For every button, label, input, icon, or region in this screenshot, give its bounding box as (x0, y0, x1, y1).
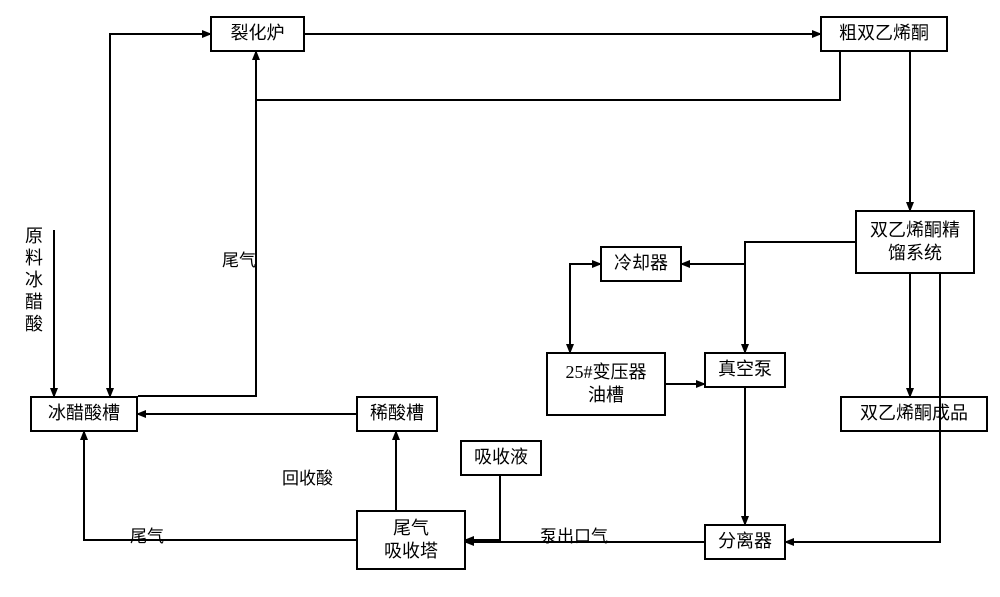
edge (138, 52, 256, 396)
node-separator: 分离器 (704, 524, 786, 560)
node-label: 稀酸槽 (370, 402, 424, 425)
label-recovered-acid: 回收酸 (282, 464, 333, 489)
edge (745, 242, 855, 352)
node-label: 吸收液 (474, 446, 528, 469)
label-tailgas-lower: 尾气 (130, 522, 164, 547)
node-label: 分离器 (718, 530, 772, 553)
node-acid-tank: 冰醋酸槽 (30, 396, 138, 432)
node-label: 冰醋酸槽 (48, 402, 120, 425)
node-vacuum: 真空泵 (704, 352, 786, 388)
node-liquid: 吸收液 (460, 440, 542, 476)
node-cooler: 冷却器 (600, 246, 682, 282)
label-pump-outlet-gas: 泵出口气 (540, 522, 608, 547)
edge (682, 264, 745, 352)
node-label: 25#变压器油槽 (566, 361, 647, 408)
connector-layer (0, 0, 1000, 597)
node-label: 粗双乙烯酮 (839, 22, 929, 45)
label-tailgas-upper: 尾气 (222, 246, 256, 271)
node-product: 双乙烯酮成品 (840, 396, 988, 432)
node-label: 裂化炉 (231, 22, 285, 45)
node-tower: 尾气吸收塔 (356, 510, 466, 570)
node-label: 尾气吸收塔 (384, 517, 438, 564)
node-distill: 双乙烯酮精馏系统 (855, 210, 975, 274)
node-oil: 25#变压器油槽 (546, 352, 666, 416)
node-furnace: 裂化炉 (210, 16, 305, 52)
edge (570, 264, 600, 352)
edge (466, 476, 500, 540)
edge (110, 34, 210, 396)
node-label: 双乙烯酮精馏系统 (870, 219, 960, 266)
label-raw-acid: 原料冰醋酸 (20, 226, 46, 336)
edge (256, 52, 840, 100)
node-crude: 粗双乙烯酮 (820, 16, 948, 52)
node-label: 双乙烯酮成品 (860, 402, 968, 425)
node-label: 真空泵 (718, 358, 772, 381)
node-dilute: 稀酸槽 (356, 396, 438, 432)
node-label: 冷却器 (614, 252, 668, 275)
